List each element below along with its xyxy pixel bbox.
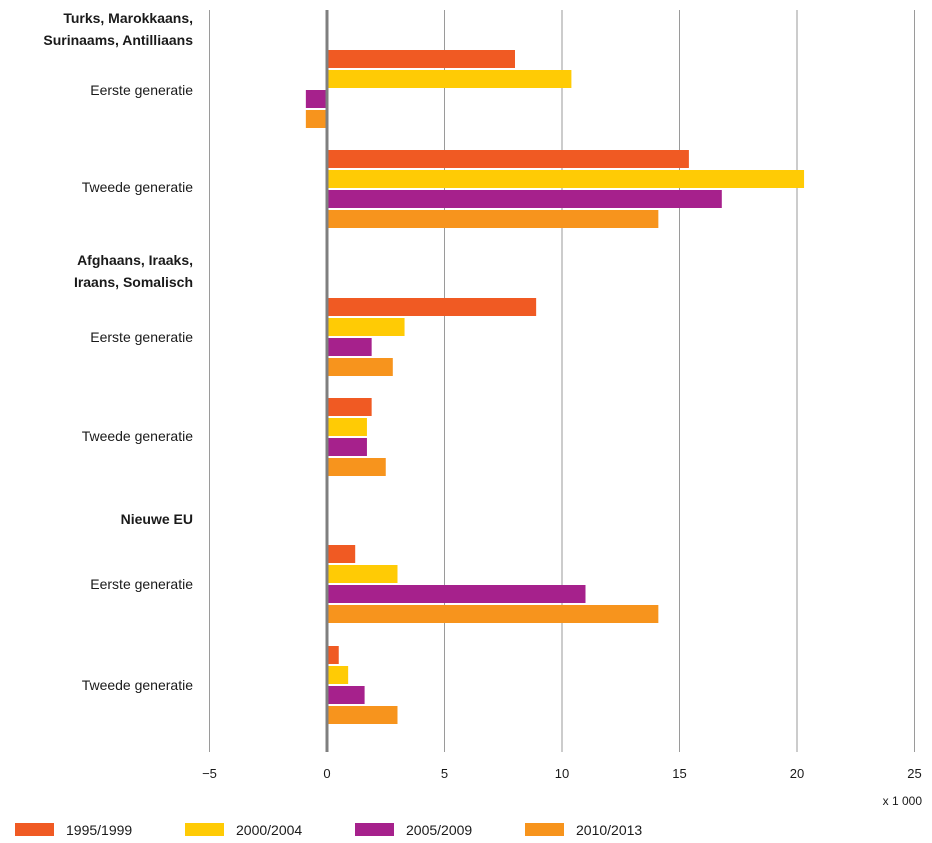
x-axis-unit-label: x 1 000 bbox=[883, 794, 923, 808]
legend-label: 1995/1999 bbox=[66, 822, 132, 838]
category-label: Tweede generatie bbox=[82, 677, 194, 693]
bar-2000-2004 bbox=[327, 418, 367, 436]
gridlines bbox=[209, 10, 915, 752]
legend-label: 2010/2013 bbox=[576, 822, 642, 838]
legend-swatch bbox=[15, 823, 54, 836]
bar-1995-1999 bbox=[327, 50, 515, 68]
category-label: Tweede generatie bbox=[82, 428, 194, 444]
category-label: Eerste generatie bbox=[90, 576, 193, 592]
group-label: Surinaams, Antilliaans bbox=[43, 32, 193, 48]
bar-2000-2004 bbox=[327, 666, 349, 684]
bar-1995-1999 bbox=[327, 646, 339, 664]
bar-2010-2013 bbox=[327, 210, 659, 228]
bar-2000-2004 bbox=[327, 565, 398, 583]
bar-2005-2009 bbox=[327, 585, 586, 603]
bar-2005-2009 bbox=[305, 90, 327, 108]
bar-2005-2009 bbox=[327, 190, 722, 208]
bar-2005-2009 bbox=[327, 338, 372, 356]
legend-label: 2000/2004 bbox=[236, 822, 302, 838]
category-labels: Turks, Marokkaans, Surinaams, Antilliaans… bbox=[43, 10, 193, 693]
x-tick-label: 25 bbox=[907, 766, 921, 781]
category-label: Eerste generatie bbox=[90, 82, 193, 98]
legend-swatch bbox=[355, 823, 394, 836]
legend: 1995/1999 2000/2004 2005/2009 2010/2013 bbox=[15, 822, 642, 838]
bar-2010-2013 bbox=[327, 358, 393, 376]
bar-2010-2013 bbox=[327, 706, 398, 724]
bar-2000-2004 bbox=[327, 318, 405, 336]
group-label: Turks, Marokkaans, bbox=[63, 10, 193, 26]
group-label: Nieuwe EU bbox=[121, 511, 193, 527]
bar-2000-2004 bbox=[327, 70, 572, 88]
bar-1995-1999 bbox=[327, 398, 372, 416]
bar-2010-2013 bbox=[327, 458, 386, 476]
bar-1995-1999 bbox=[327, 545, 356, 563]
legend-label: 2005/2009 bbox=[406, 822, 472, 838]
legend-swatch bbox=[185, 823, 224, 836]
bar-1995-1999 bbox=[327, 298, 537, 316]
bars bbox=[305, 50, 805, 724]
x-tick-label: 10 bbox=[555, 766, 569, 781]
bar-2010-2013 bbox=[327, 605, 659, 623]
x-axis-ticks: −5 0 5 10 15 20 25 bbox=[202, 766, 922, 781]
bar-2005-2009 bbox=[327, 438, 367, 456]
bar-2010-2013 bbox=[305, 110, 327, 128]
legend-swatch bbox=[525, 823, 564, 836]
category-label: Eerste generatie bbox=[90, 329, 193, 345]
x-tick-label: −5 bbox=[202, 766, 217, 781]
group-label: Afghaans, Iraaks, bbox=[77, 252, 193, 268]
x-tick-label: 20 bbox=[790, 766, 804, 781]
bar-2005-2009 bbox=[327, 686, 365, 704]
bar-2000-2004 bbox=[327, 170, 805, 188]
x-tick-label: 15 bbox=[672, 766, 686, 781]
x-tick-label: 0 bbox=[323, 766, 330, 781]
bar-1995-1999 bbox=[327, 150, 689, 168]
category-label: Tweede generatie bbox=[82, 179, 194, 195]
group-label: Iraans, Somalisch bbox=[74, 274, 193, 290]
x-tick-label: 5 bbox=[441, 766, 448, 781]
